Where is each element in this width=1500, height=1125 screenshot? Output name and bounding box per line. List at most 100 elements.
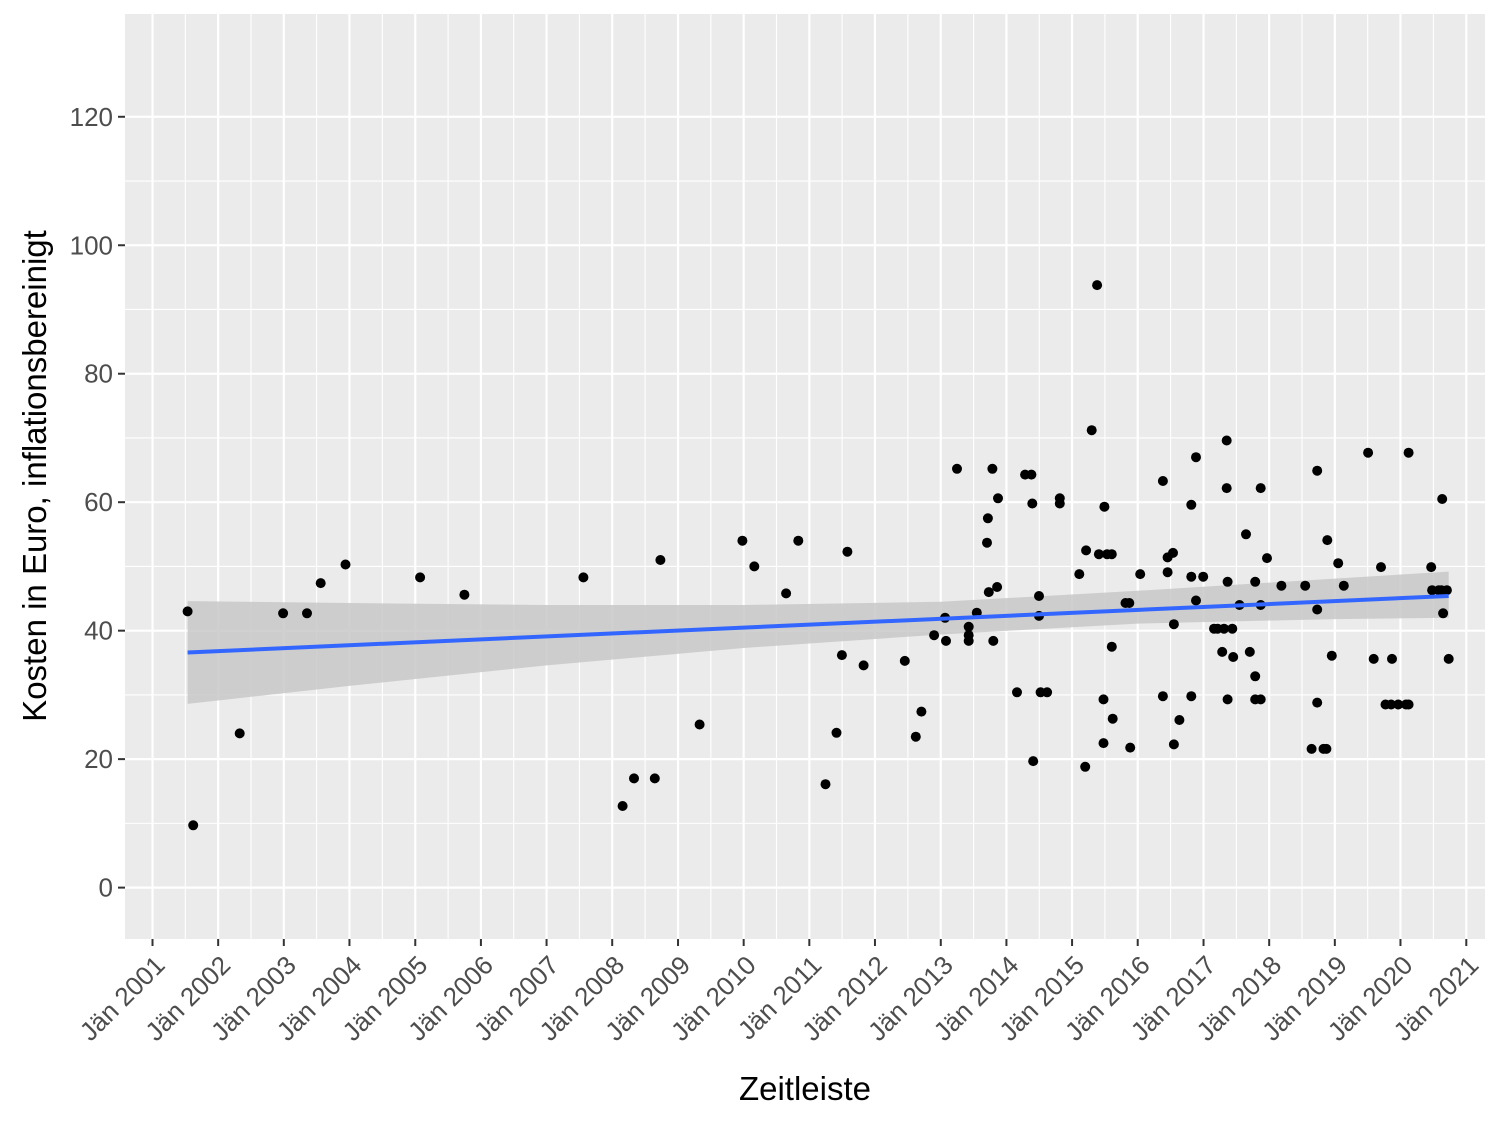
data-point bbox=[1255, 483, 1266, 494]
data-point bbox=[1198, 571, 1209, 582]
data-point bbox=[188, 820, 199, 831]
data-point bbox=[1221, 483, 1232, 494]
data-point bbox=[842, 546, 853, 557]
data-point bbox=[988, 635, 999, 646]
data-point bbox=[1081, 545, 1092, 556]
data-point bbox=[1338, 580, 1349, 591]
data-point bbox=[910, 731, 921, 742]
data-point bbox=[983, 587, 994, 598]
data-point bbox=[1276, 580, 1287, 591]
data-point bbox=[858, 660, 869, 671]
data-point bbox=[1322, 535, 1333, 546]
data-points bbox=[182, 280, 1454, 831]
data-point bbox=[963, 621, 974, 632]
data-point bbox=[1403, 447, 1414, 458]
data-point bbox=[1186, 499, 1197, 510]
data-point bbox=[1221, 435, 1232, 446]
data-point bbox=[982, 537, 992, 548]
data-point bbox=[459, 589, 470, 600]
data-point bbox=[1135, 569, 1146, 580]
trend-line-layer bbox=[187, 593, 1449, 655]
data-point bbox=[1162, 567, 1173, 578]
data-point bbox=[899, 655, 910, 666]
data-point bbox=[1217, 646, 1228, 657]
data-point bbox=[1174, 715, 1185, 725]
y-tick-label: 20 bbox=[84, 744, 113, 774]
data-point bbox=[1124, 598, 1135, 608]
data-point bbox=[1080, 761, 1091, 772]
data-point bbox=[1027, 498, 1038, 509]
data-point bbox=[1386, 699, 1397, 710]
data-point bbox=[629, 773, 639, 784]
data-point bbox=[1086, 425, 1097, 436]
data-point bbox=[655, 555, 666, 565]
data-point bbox=[1300, 580, 1311, 591]
data-point bbox=[1376, 562, 1386, 573]
data-point bbox=[1241, 529, 1251, 540]
data-point bbox=[1312, 697, 1323, 708]
data-point bbox=[941, 635, 951, 646]
y-tick-label: 80 bbox=[84, 359, 113, 389]
data-point bbox=[182, 606, 193, 617]
data-point bbox=[1426, 562, 1437, 573]
data-point bbox=[1393, 699, 1404, 710]
data-point bbox=[1093, 549, 1104, 560]
data-point bbox=[1443, 653, 1454, 664]
data-point bbox=[1034, 591, 1044, 601]
plot-panel bbox=[125, 14, 1485, 939]
data-point bbox=[1222, 694, 1233, 705]
data-point bbox=[963, 635, 974, 646]
data-point bbox=[916, 706, 927, 717]
data-point bbox=[1191, 452, 1201, 463]
data-point bbox=[1028, 756, 1039, 767]
data-point bbox=[315, 578, 326, 589]
data-point bbox=[1098, 694, 1109, 705]
data-point bbox=[1219, 623, 1229, 634]
data-point bbox=[1250, 671, 1261, 682]
data-point bbox=[340, 559, 351, 570]
data-point bbox=[1042, 687, 1053, 698]
data-point bbox=[1306, 743, 1317, 754]
data-point bbox=[1244, 646, 1255, 657]
data-point bbox=[1326, 650, 1337, 661]
data-point bbox=[1438, 608, 1449, 619]
data-point bbox=[1106, 549, 1117, 560]
data-point bbox=[820, 779, 831, 790]
data-point bbox=[1107, 713, 1118, 724]
y-axis-title: Kosten in Euro, inflationsbereinigt bbox=[16, 230, 53, 722]
data-point bbox=[1012, 687, 1022, 698]
data-point bbox=[1437, 494, 1448, 504]
data-point bbox=[1125, 742, 1136, 753]
y-tick-label: 100 bbox=[70, 230, 113, 260]
data-point bbox=[1191, 595, 1201, 606]
data-point bbox=[234, 728, 245, 739]
data-point bbox=[694, 719, 705, 730]
data-point bbox=[993, 493, 1003, 504]
data-point bbox=[836, 650, 847, 661]
data-point bbox=[831, 727, 842, 738]
data-point bbox=[1312, 604, 1323, 615]
data-point bbox=[992, 582, 1003, 592]
data-point bbox=[1228, 652, 1239, 662]
data-point bbox=[1403, 699, 1414, 710]
data-point bbox=[1363, 447, 1374, 458]
data-point bbox=[1368, 653, 1379, 664]
data-point bbox=[649, 773, 660, 784]
y-tick-label: 40 bbox=[84, 616, 113, 646]
data-point bbox=[1186, 691, 1197, 702]
y-tick-label: 0 bbox=[99, 873, 113, 903]
data-point bbox=[1099, 501, 1110, 512]
y-tick-label: 120 bbox=[70, 102, 113, 132]
data-point bbox=[982, 513, 993, 524]
data-point bbox=[1026, 469, 1037, 480]
data-point bbox=[1222, 576, 1233, 587]
data-point bbox=[1312, 465, 1323, 476]
data-point bbox=[1106, 641, 1117, 652]
grid-lines bbox=[125, 14, 1485, 939]
data-point bbox=[1157, 476, 1168, 486]
data-point bbox=[952, 463, 962, 474]
data-point bbox=[1168, 619, 1179, 630]
data-point bbox=[987, 463, 998, 474]
data-point bbox=[749, 561, 760, 572]
